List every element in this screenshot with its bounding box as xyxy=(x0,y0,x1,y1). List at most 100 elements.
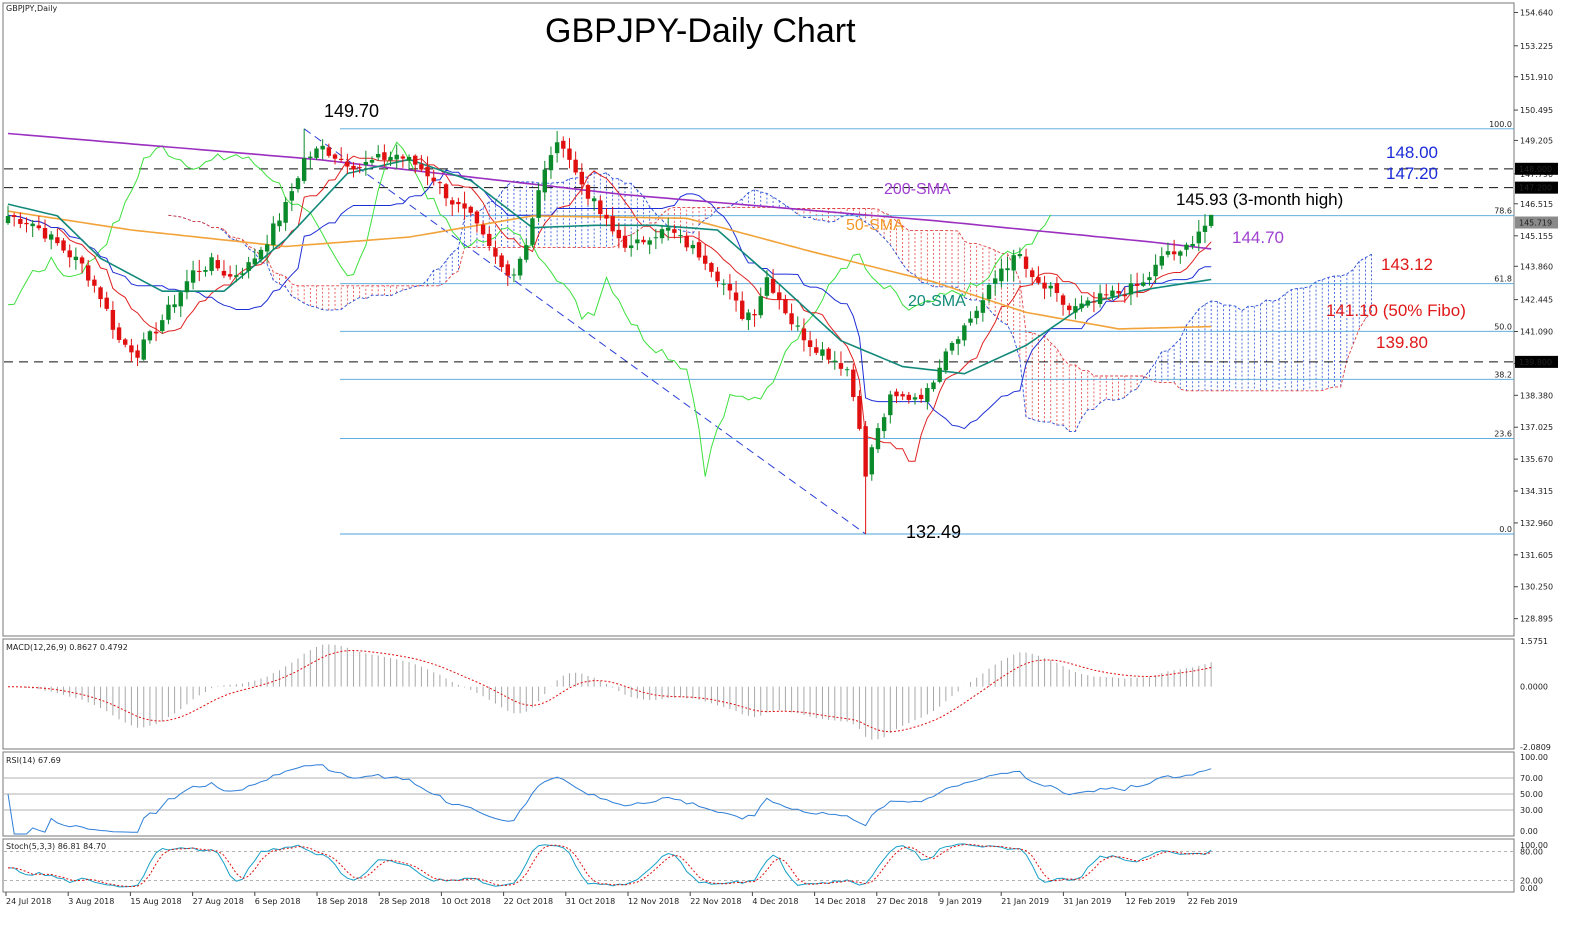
horizontal-levels xyxy=(4,168,1514,363)
candle-body xyxy=(795,325,800,327)
candle-body xyxy=(1178,251,1183,256)
candle-body xyxy=(394,154,399,160)
price-tick-label: 146.515 xyxy=(1520,200,1553,209)
indicator-lines xyxy=(7,132,1212,477)
date-tick-label: 9 Jan 2019 xyxy=(939,897,982,906)
candle-body xyxy=(1110,290,1115,297)
candle-body xyxy=(524,245,529,260)
fib-trend-line xyxy=(303,128,866,535)
price-tick-label: 135.670 xyxy=(1520,455,1553,464)
date-tick-label: 21 Jan 2019 xyxy=(1001,897,1049,906)
candle-body xyxy=(135,350,140,358)
candle-body xyxy=(678,235,683,237)
date-tick-label: 14 Dec 2018 xyxy=(815,897,866,906)
candle-body xyxy=(851,369,856,398)
candle-body xyxy=(912,397,918,400)
candle-body xyxy=(234,275,239,277)
candle-body xyxy=(73,256,79,261)
sma50-line xyxy=(7,210,1212,330)
fib-level-label: 50.0 xyxy=(1494,322,1512,331)
candle-body xyxy=(320,145,325,150)
candle-body xyxy=(727,283,733,291)
macd-pane-frame xyxy=(2,638,1515,750)
candle-body xyxy=(530,218,535,245)
stoch-tick-label: 0.00 xyxy=(1520,884,1538,893)
candle-body xyxy=(493,248,498,257)
candle-body xyxy=(999,268,1004,282)
macd-tick-label: -2.0809 xyxy=(1520,743,1551,752)
candle-body xyxy=(1196,231,1202,244)
senkou-span-a xyxy=(168,172,1372,432)
candle-body xyxy=(283,201,288,223)
candle-body xyxy=(622,235,628,248)
candle-body xyxy=(30,223,35,227)
date-tick-label: 12 Feb 2019 xyxy=(1126,897,1176,906)
candle-body xyxy=(517,258,523,276)
candle-body xyxy=(1023,256,1029,269)
price-marker-label: 147.200 xyxy=(1519,184,1552,193)
candle-body xyxy=(764,277,770,296)
annotation-resistance-2: 147.20 xyxy=(1386,164,1438,183)
annotation-fib618: 143.12 xyxy=(1381,255,1433,274)
candle-body xyxy=(203,270,208,272)
candle-body xyxy=(536,190,541,218)
candle-body xyxy=(653,237,659,239)
candle-body xyxy=(48,234,54,240)
candle-body xyxy=(974,310,979,319)
candle-body xyxy=(567,148,572,160)
date-tick-label: 10 Oct 2018 xyxy=(441,897,490,906)
stoch-tick-label: 20.00 xyxy=(1520,876,1543,885)
candle-body xyxy=(598,200,603,215)
candle-body xyxy=(141,339,146,360)
date-tick-label: 18 Sep 2018 xyxy=(317,897,368,906)
candle-body xyxy=(1036,277,1041,283)
candle-body xyxy=(628,245,634,249)
candle-body xyxy=(659,229,665,239)
candle-body xyxy=(450,200,455,205)
candle-body xyxy=(1153,264,1158,277)
date-tick-label: 4 Dec 2018 xyxy=(752,897,798,906)
candle-body xyxy=(36,225,42,229)
candle-body xyxy=(5,216,11,224)
candle-body xyxy=(832,360,837,363)
candle-body xyxy=(1017,254,1023,257)
candle-body xyxy=(993,278,998,284)
candle-body xyxy=(1141,282,1146,286)
candle-body xyxy=(172,304,177,308)
candle-body xyxy=(918,394,924,400)
candle-body xyxy=(308,156,313,158)
candle-body xyxy=(591,198,597,202)
candle-body xyxy=(437,182,443,184)
date-tick-label: 31 Oct 2018 xyxy=(566,897,615,906)
candle-body xyxy=(573,159,578,173)
fib-level-label: 23.6 xyxy=(1494,429,1512,438)
stoch-tick-label: 100.00 xyxy=(1520,841,1548,850)
date-tick-label: 24 Jul 2018 xyxy=(6,897,51,906)
candle-body xyxy=(314,148,319,158)
candle-body xyxy=(844,369,850,371)
candle-body xyxy=(456,202,461,205)
candle-body xyxy=(752,314,757,316)
price-tick-label: 141.090 xyxy=(1520,328,1553,337)
candle-body xyxy=(160,320,165,332)
candle-body xyxy=(696,242,702,258)
candle-body xyxy=(215,260,220,269)
candle-body xyxy=(42,228,48,239)
price-marker-label: 139.800 xyxy=(1519,358,1552,367)
candle-body xyxy=(955,339,961,344)
symbol-label: GBPJPY,Daily xyxy=(6,4,57,13)
candle-body xyxy=(252,258,257,265)
fib-level-label: 38.2 xyxy=(1494,370,1512,379)
candle-body xyxy=(301,158,307,181)
candle-body xyxy=(1104,294,1109,296)
candle-body xyxy=(332,154,338,159)
sma50-label: 50-SMA xyxy=(846,217,904,234)
candlesticks xyxy=(5,128,1214,534)
price-marker-box xyxy=(1515,355,1558,368)
candle-body xyxy=(968,318,973,323)
candle-body xyxy=(246,262,251,271)
price-tick-label: 143.860 xyxy=(1520,262,1553,271)
stoch-label: Stoch(5,3,3) 86.81 84.70 xyxy=(6,842,106,851)
annotation-fib50: 141.10 (50% Fibo) xyxy=(1326,301,1466,320)
